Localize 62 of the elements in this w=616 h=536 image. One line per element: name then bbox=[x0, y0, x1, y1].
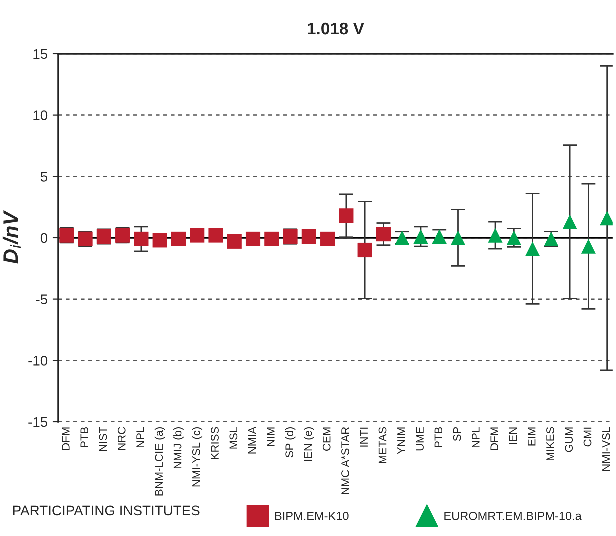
x-tick-label: NPL bbox=[136, 427, 144, 448]
point bbox=[358, 242, 372, 258]
legend-label: BIPM.EM-K10 bbox=[275, 512, 349, 520]
point bbox=[134, 232, 149, 246]
x-tick-label: NIM bbox=[267, 428, 275, 446]
y-tick-label: 0 bbox=[40, 233, 48, 244]
y-tick-label: 5 bbox=[40, 172, 48, 182]
x-tick-label: PTB bbox=[434, 427, 442, 448]
point bbox=[171, 232, 186, 246]
point bbox=[581, 239, 596, 254]
y-tick-label: 15 bbox=[34, 49, 48, 60]
x-tick-label: PTB bbox=[80, 427, 88, 448]
x-tick-label: IEN bbox=[509, 428, 518, 444]
x-tick-label: MIKES bbox=[546, 427, 554, 461]
y-tick-label: -5 bbox=[36, 294, 48, 304]
x-tick-label: INTI bbox=[360, 428, 368, 447]
x-tick-label: SP (d) bbox=[285, 428, 296, 458]
x-tick-label: EIM bbox=[528, 428, 536, 446]
x-tick-label: CMI bbox=[584, 428, 592, 447]
point bbox=[414, 229, 428, 244]
point bbox=[190, 228, 205, 243]
x-tick-label: GUM bbox=[565, 428, 574, 452]
x-tick-label: METAS bbox=[378, 427, 387, 464]
point bbox=[227, 234, 242, 249]
x-tick-label: NIST bbox=[99, 427, 108, 452]
x-tick-label: NMIJ (b) bbox=[174, 428, 184, 469]
x-tick-label: YNIM bbox=[398, 428, 406, 454]
point bbox=[450, 230, 466, 246]
point bbox=[376, 227, 391, 242]
x-tick-label: NPL bbox=[472, 427, 480, 448]
x-tick-label: DFM bbox=[490, 428, 498, 450]
x-tick-label: KRISS bbox=[211, 427, 219, 460]
y-tick-label: -15 bbox=[28, 417, 48, 428]
x-tick-label: UME bbox=[416, 427, 424, 451]
chart-title: 1.018 V bbox=[308, 22, 364, 35]
point bbox=[562, 214, 578, 230]
x-tick-label: DFM bbox=[62, 428, 70, 450]
x-tick-label: NMI-YSL (c) bbox=[192, 428, 203, 487]
x-tick-label: CEM bbox=[322, 428, 331, 451]
x-tick-label: MSL bbox=[230, 427, 238, 449]
point bbox=[320, 232, 336, 246]
x-tick-label: SP bbox=[453, 427, 462, 442]
point bbox=[246, 232, 261, 246]
x-tick-label: NMI-VSL bbox=[602, 427, 610, 472]
x-tick-label: IEN (e) bbox=[304, 428, 314, 462]
y-axis-title: D$_{i}$/nV bbox=[2, 210, 22, 264]
point bbox=[488, 228, 503, 243]
point bbox=[526, 242, 540, 256]
point bbox=[302, 229, 316, 244]
y-tick-label: 10 bbox=[34, 110, 48, 120]
x-tick-label: NRC bbox=[118, 427, 126, 450]
legend-title: PARTICIPATING INSTITUTES bbox=[13, 506, 200, 516]
legend-label: EUROMRT.EM.BIPM-10.a bbox=[444, 512, 582, 520]
x-tick-label: NMIA bbox=[248, 426, 256, 454]
x-tick-label: NMC A*STAR bbox=[342, 427, 350, 494]
x-tick-label: BNM-LCIE (a) bbox=[154, 428, 166, 496]
point bbox=[60, 228, 74, 243]
point bbox=[339, 208, 354, 224]
point bbox=[264, 232, 280, 246]
y-tick-label: -10 bbox=[28, 356, 48, 366]
point bbox=[208, 228, 224, 243]
point bbox=[152, 233, 168, 248]
